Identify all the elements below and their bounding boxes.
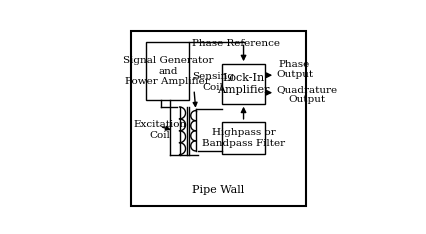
Text: Lock-In
Amplifier: Lock-In Amplifier (217, 73, 270, 95)
Bar (222, 64, 265, 104)
Bar (146, 43, 190, 100)
Text: Excitation
Coil: Excitation Coil (134, 120, 187, 140)
Text: Highpass or
Bandpass Filter: Highpass or Bandpass Filter (202, 128, 285, 148)
Text: Signal Generator
and
Power Amplifier: Signal Generator and Power Amplifier (123, 56, 213, 86)
Text: Phase Reference: Phase Reference (192, 39, 280, 48)
Text: Pipe Wall: Pipe Wall (192, 185, 245, 195)
Text: Phase
Output: Phase Output (276, 60, 313, 79)
Text: Quadrature
Output: Quadrature Output (276, 85, 337, 104)
Bar (222, 122, 265, 154)
Text: Sensing
Coil: Sensing Coil (192, 73, 234, 92)
